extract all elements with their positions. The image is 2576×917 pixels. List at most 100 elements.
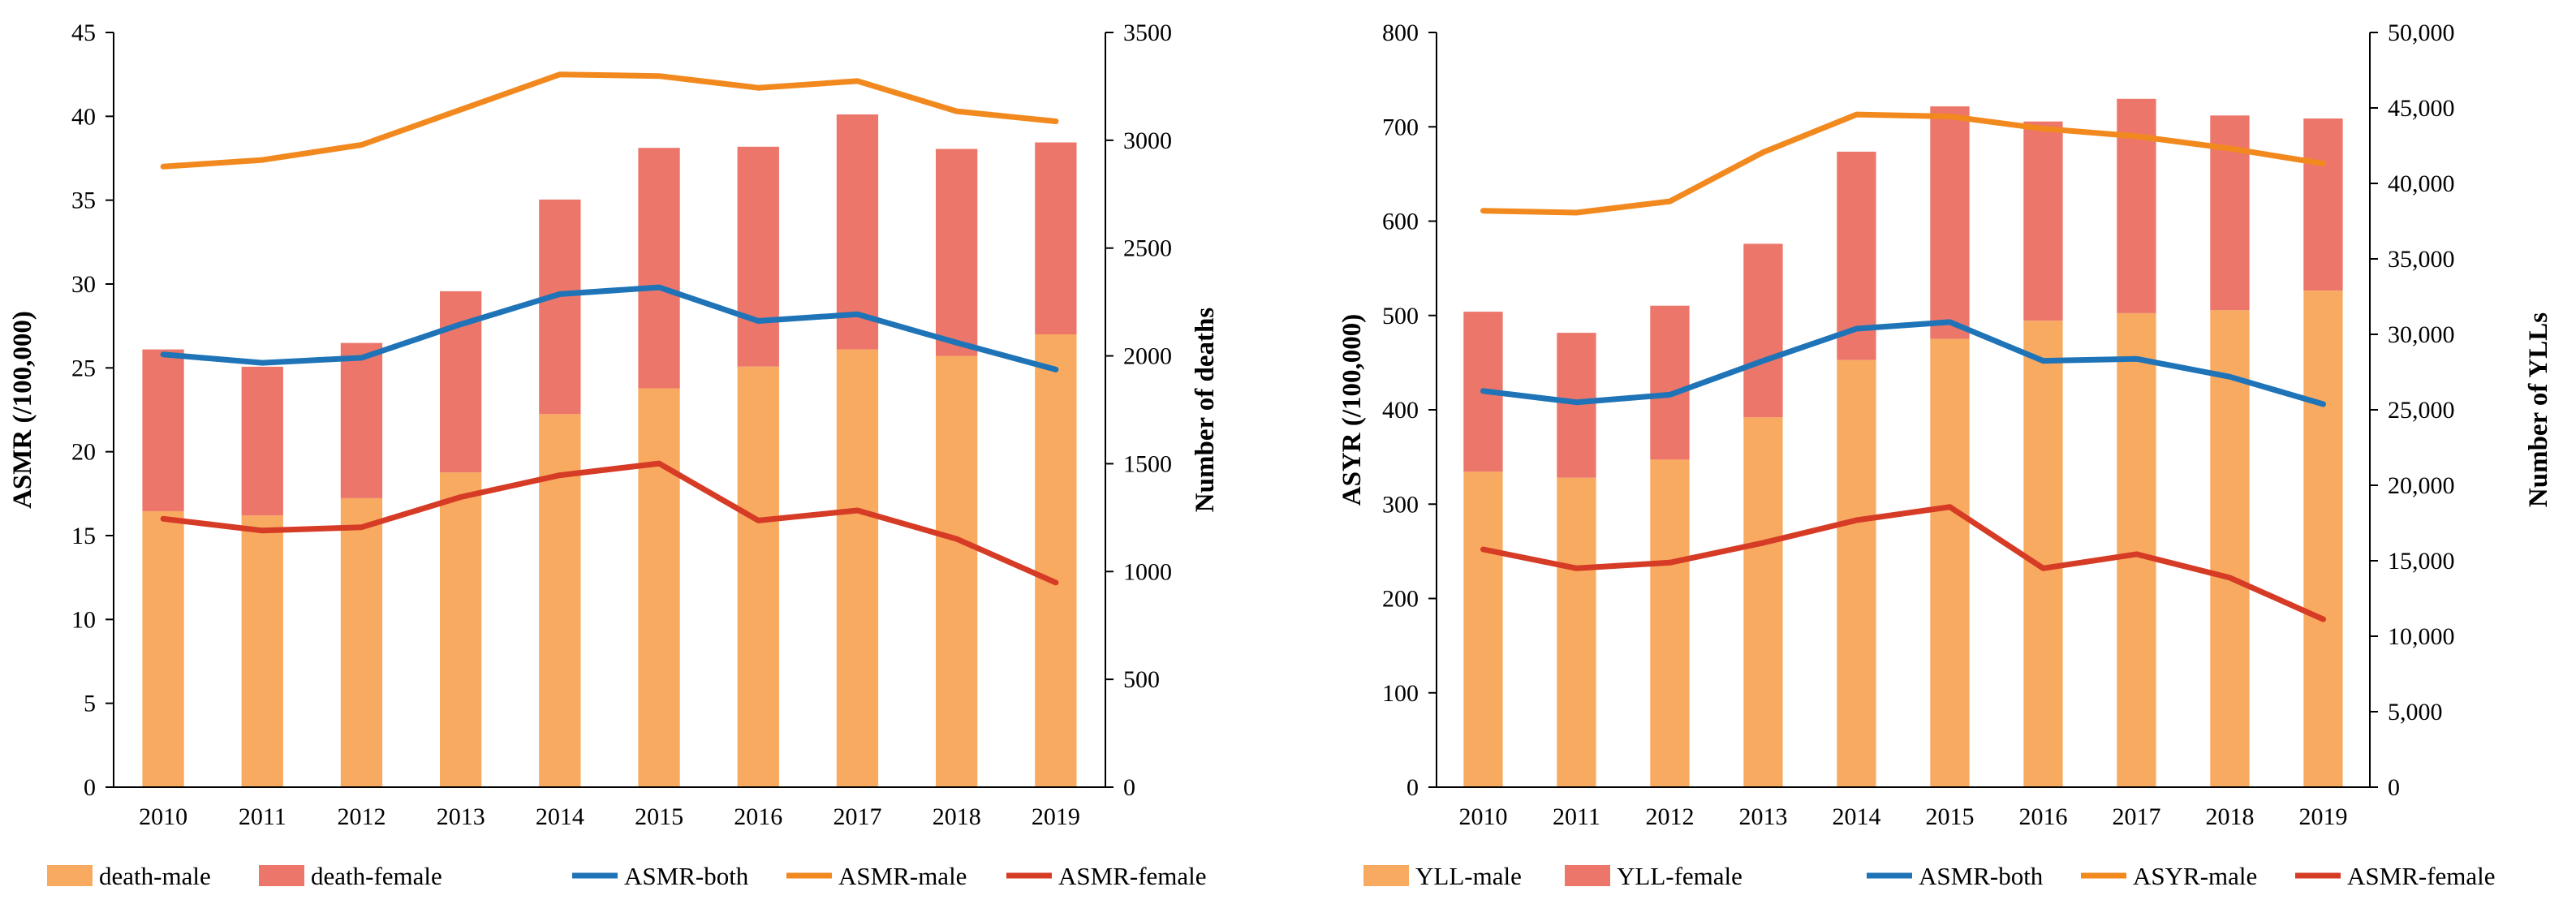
y-left-tick-label: 40 [71, 103, 96, 130]
bar-yll-male-2017 [2117, 313, 2156, 787]
y-left-tick-label: 45 [71, 19, 96, 46]
y-left-tick-label: 200 [1382, 586, 1419, 613]
x-tick-label: 2018 [2206, 803, 2255, 830]
bar-yll-male-2010 [1463, 471, 1503, 787]
line-asmr-male [160, 71, 1059, 170]
bar-yll-male-2012 [1650, 459, 1690, 787]
bar-death-female-2017 [836, 114, 879, 350]
x-tick-label: 2019 [1032, 803, 1080, 830]
legend-label-yll-female: YLL-female [1617, 862, 1742, 890]
bar-death-male-2016 [737, 366, 779, 787]
y-right-tick-label: 20,000 [2388, 472, 2455, 499]
y-axis-right-title: Number of deaths [1191, 308, 1220, 513]
bars-yll-male [1463, 291, 2343, 788]
line-asmr-both [1480, 319, 2326, 407]
legend: death-male death-female ASMR-both ASMR-male… [47, 862, 1207, 890]
y-left-tick-label: 35 [71, 187, 96, 214]
y-left-tick-label: 15 [71, 523, 96, 549]
x-tick-label: 2012 [1646, 803, 1695, 830]
y-left-tick-label: 100 [1382, 680, 1419, 707]
y-left-tick-label: 0 [1406, 774, 1419, 801]
x-tick-label: 2017 [834, 803, 882, 830]
bar-death-female-2014 [539, 199, 581, 415]
x-tick-label: 2017 [2113, 803, 2161, 830]
x-tick-label: 2016 [734, 803, 782, 830]
bar-death-male-2012 [340, 497, 383, 787]
legend: YLL-male YLL-female ASMR-both ASYR-male ASMR… [1363, 862, 2496, 890]
legend-swatch-yll-male [1363, 865, 1409, 886]
legend-label-asyr-male: ASYR-male [2133, 862, 2257, 890]
bar-death-male-2015 [638, 388, 680, 787]
x-tick-label: 2015 [635, 803, 683, 830]
y-right-tick-label: 2000 [1123, 343, 1172, 370]
y-axis-left-title: ASMR (/100,000) [8, 311, 37, 509]
y-left-tick-label: 400 [1382, 397, 1419, 424]
y-left-tick-label: 700 [1382, 114, 1419, 140]
line-asyr-male [1480, 111, 2326, 216]
y-right-tick-label: 15,000 [2388, 548, 2455, 575]
bar-yll-female-2016 [2023, 121, 2063, 321]
y-left-tick-label: 5 [84, 691, 96, 717]
legend-swatch-yll-female [1565, 865, 1610, 886]
y-right-tick-label: 0 [1123, 774, 1135, 801]
x-tick-label: 2010 [139, 803, 187, 830]
bar-yll-male-2018 [2210, 310, 2250, 787]
y-right-tick-label: 500 [1123, 666, 1160, 693]
bar-death-male-2013 [440, 472, 482, 787]
bar-yll-female-2012 [1650, 305, 1690, 460]
legend-label-death-female: death-female [311, 862, 442, 890]
bar-death-male-2011 [241, 515, 283, 787]
legend-label-asmr-male: ASMR-male [838, 862, 967, 890]
bar-death-male-2010 [142, 510, 184, 787]
bar-yll-female-2015 [1930, 106, 1970, 339]
bar-yll-female-2019 [2303, 118, 2343, 291]
legend-label-asmr-both: ASMR-both [624, 862, 749, 890]
y-left-tick-label: 20 [71, 439, 96, 466]
y-right-tick-label: 3000 [1123, 127, 1172, 154]
bar-death-female-2015 [638, 148, 680, 389]
bar-yll-female-2011 [1557, 333, 1596, 478]
y-right-tick-label: 45,000 [2388, 95, 2455, 122]
chart-ylls-asyr: 0 100 200 300 400 500 600 700 800 0 5,000 10,000 15,… [1338, 19, 2553, 890]
y-left-tick-label: 300 [1382, 491, 1419, 518]
legend-label-yll-male: YLL-male [1415, 862, 1522, 890]
y-right-tick-label: 40,000 [2388, 170, 2455, 197]
x-tick-label: 2014 [536, 803, 584, 830]
x-tick-label: 2011 [1553, 803, 1600, 830]
y-left-tick-label: 600 [1382, 209, 1419, 235]
bar-yll-male-2014 [1837, 359, 1876, 788]
y-left-tick-label: 10 [71, 606, 96, 633]
y-right-tick-label: 25,000 [2388, 397, 2455, 424]
x-tick-label: 2012 [338, 803, 386, 830]
bar-yll-female-2017 [2117, 98, 2156, 313]
y-right-tick-label: 1500 [1123, 450, 1172, 477]
bars-yll-female [1463, 98, 2343, 478]
bar-death-male-2019 [1035, 334, 1077, 787]
bar-death-male-2017 [836, 349, 879, 788]
y-left-tick-label: 25 [71, 355, 96, 381]
y-right-tick-label: 1000 [1123, 558, 1172, 585]
y-right-tick-label: 50,000 [2388, 19, 2455, 46]
bar-death-male-2014 [539, 414, 581, 787]
line-asmr-female [1480, 504, 2326, 622]
bar-yll-male-2015 [1930, 338, 1970, 788]
legend-label-asmr-female: ASMR-female [2347, 862, 2496, 890]
chart-deaths-asmr: 0 5 10 15 20 25 30 35 40 45 0 500 1000 1500 2000 2500 30… [8, 19, 1220, 890]
y-left-tick-label: 30 [71, 271, 96, 298]
bar-death-female-2019 [1035, 142, 1077, 334]
x-tick-label: 2015 [1926, 803, 1975, 830]
y-left-tick-label: 500 [1382, 303, 1419, 329]
y-right-tick-label: 10,000 [2388, 623, 2455, 650]
y-axis-left-title: ASYR (/100,000) [1338, 314, 1367, 506]
legend-label-death-male: death-male [99, 862, 211, 890]
bars-death-male [142, 334, 1077, 788]
x-tick-label: 2010 [1459, 803, 1508, 830]
y-left-tick-label: 800 [1382, 19, 1419, 46]
legend-label-asmr-both: ASMR-both [1919, 862, 2044, 890]
x-tick-label: 2011 [239, 803, 286, 830]
bar-yll-male-2011 [1557, 477, 1596, 787]
x-tick-label: 2013 [1739, 803, 1788, 830]
legend-swatch-death-male [47, 865, 93, 886]
bar-death-female-2012 [340, 342, 383, 498]
bars-death-female [142, 114, 1077, 516]
